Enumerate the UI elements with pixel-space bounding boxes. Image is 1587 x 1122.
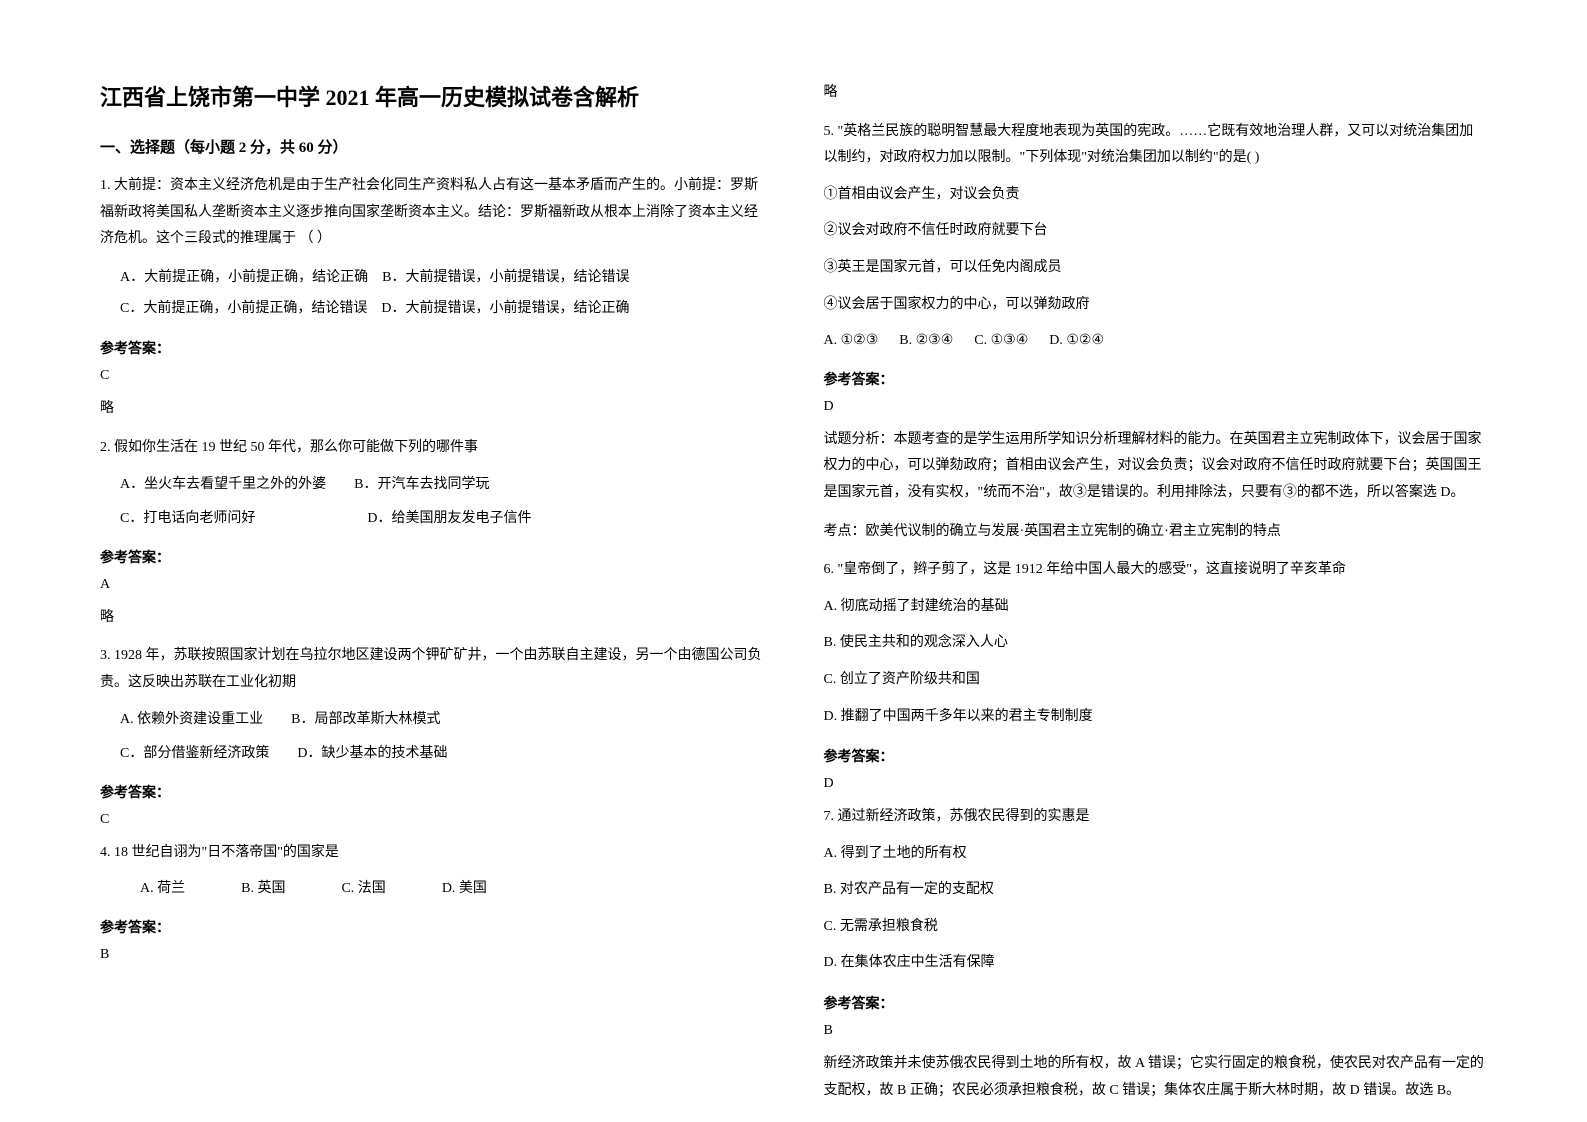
- q3-optB: B．局部改革斯大林模式: [291, 712, 440, 727]
- q5-text: 5. "英格兰民族的聪明智慧最大程度地表现为英国的宪政。……它既有效地治理人群，…: [824, 119, 1488, 172]
- q3-optA: A. 依赖外资建设重工业: [120, 712, 263, 727]
- q6-answer: D: [824, 776, 1488, 792]
- q3-options-row2: C．部分借鉴新经济政策 D．缺少基本的技术基础: [100, 741, 764, 768]
- q5-answer-label: 参考答案：: [824, 369, 1488, 389]
- section-header: 一、选择题（每小题 2 分，共 60 分）: [100, 136, 764, 157]
- q5-optA: A. ①②③: [824, 333, 879, 348]
- left-column: 江西省上饶市第一中学 2021 年高一历史模拟试卷含解析 一、选择题（每小题 2…: [100, 80, 764, 1042]
- q2-optD: D．给美国朋友发电子信件: [367, 511, 531, 526]
- q1-text: 1. 大前提：资本主义经济危机是由于生产社会化同生产资料私人占有这一基本矛盾而产…: [100, 173, 764, 253]
- q7-optD: D. 在集体农庄中生活有保障: [824, 950, 1488, 977]
- q5-s2: ②议会对政府不信任时政府就要下台: [824, 218, 1488, 245]
- q7-answer: B: [824, 1023, 1488, 1039]
- q5-optC: C. ①③④: [974, 333, 1028, 348]
- q7-analysis: 新经济政策并未使苏俄农民得到土地的所有权，故 A 错误；它实行固定的粮食税，使农…: [824, 1051, 1488, 1104]
- q1-answer: C: [100, 368, 764, 384]
- q5-answer: D: [824, 399, 1488, 415]
- q6-text: 6. "皇帝倒了，辫子剪了，这是 1912 年给中国人最大的感受"，这直接说明了…: [824, 557, 1488, 584]
- q2-answer: A: [100, 577, 764, 593]
- q3-optC: C．部分借鉴新经济政策: [120, 746, 269, 761]
- q5-optB: B. ②③④: [899, 333, 953, 348]
- q2-text: 2. 假如你生活在 19 世纪 50 年代，那么你可能做下列的哪件事: [100, 435, 764, 462]
- q5-s1: ①首相由议会产生，对议会负责: [824, 182, 1488, 209]
- q3-text: 3. 1928 年，苏联按照国家计划在乌拉尔地区建设两个钾矿矿井，一个由苏联自主…: [100, 643, 764, 696]
- q1-optA: A．大前提正确，小前提正确，结论正确: [120, 270, 368, 285]
- q2-options-row1: A．坐火车去看望千里之外的外婆 B．开汽车去找同学玩: [100, 472, 764, 499]
- q5-s3: ③英王是国家元首，可以任免内阁成员: [824, 255, 1488, 282]
- q7-answer-label: 参考答案：: [824, 993, 1488, 1013]
- q1-options: A．大前提正确，小前提正确，结论正确 B．大前提错误，小前提错误，结论错误 C．…: [100, 263, 764, 325]
- q4-optD: D. 美国: [442, 881, 487, 896]
- q2-note: 略: [100, 605, 764, 632]
- q6-optB: B. 使民主共和的观念深入人心: [824, 630, 1488, 657]
- q5-options: A. ①②③ B. ②③④ C. ①③④ D. ①②④: [824, 328, 1488, 355]
- q4-optB: B. 英国: [241, 881, 285, 896]
- q1-note: 略: [100, 396, 764, 423]
- q3-options-row1: A. 依赖外资建设重工业 B．局部改革斯大林模式: [100, 707, 764, 734]
- q6-answer-label: 参考答案：: [824, 746, 1488, 766]
- q5-s4: ④议会居于国家权力的中心，可以弹劾政府: [824, 292, 1488, 319]
- q2-options-row2: C．打电话向老师问好 D．给美国朋友发电子信件: [100, 506, 764, 533]
- q5-analysis: 试题分析：本题考查的是学生运用所学知识分析理解材料的能力。在英国君主立宪制政体下…: [824, 427, 1488, 507]
- q6-optA: A. 彻底动摇了封建统治的基础: [824, 594, 1488, 621]
- q1-optB: B．大前提错误，小前提错误，结论错误: [382, 270, 629, 285]
- q1-answer-label: 参考答案：: [100, 338, 764, 358]
- q6-optC: C. 创立了资产阶级共和国: [824, 667, 1488, 694]
- q2-optC: C．打电话向老师问好: [120, 511, 255, 526]
- q4-answer: B: [100, 947, 764, 963]
- q7-optB: B. 对农产品有一定的支配权: [824, 877, 1488, 904]
- q4-answer-label: 参考答案：: [100, 917, 764, 937]
- q1-optD: D．大前提错误，小前提错误，结论正确: [381, 301, 629, 316]
- q6-optD: D. 推翻了中国两千多年以来的君主专制制度: [824, 704, 1488, 731]
- page-title: 江西省上饶市第一中学 2021 年高一历史模拟试卷含解析: [100, 80, 764, 112]
- q7-optC: C. 无需承担粮食税: [824, 914, 1488, 941]
- q4-optA: A. 荷兰: [140, 881, 185, 896]
- q3-optD: D．缺少基本的技术基础: [297, 746, 447, 761]
- q2-optA: A．坐火车去看望千里之外的外婆: [120, 477, 326, 492]
- q4-optC: C. 法国: [341, 881, 385, 896]
- q7-optA: A. 得到了土地的所有权: [824, 841, 1488, 868]
- q3-answer-label: 参考答案：: [100, 782, 764, 802]
- q2-answer-label: 参考答案：: [100, 547, 764, 567]
- q3-answer: C: [100, 812, 764, 828]
- right-column: 略 5. "英格兰民族的聪明智慧最大程度地表现为英国的宪政。……它既有效地治理人…: [824, 80, 1488, 1042]
- q5-kaodian: 考点：欧美代议制的确立与发展·英国君主立宪制的确立·君主立宪制的特点: [824, 519, 1488, 546]
- q2-optB: B．开汽车去找同学玩: [354, 477, 489, 492]
- q4-options: A. 荷兰 B. 英国 C. 法国 D. 美国: [100, 876, 764, 903]
- q4-text: 4. 18 世纪自诩为"日不落帝国"的国家是: [100, 840, 764, 867]
- note-top: 略: [824, 80, 1488, 107]
- q1-optC: C．大前提正确，小前提正确，结论错误: [120, 301, 367, 316]
- q7-text: 7. 通过新经济政策，苏俄农民得到的实惠是: [824, 804, 1488, 831]
- q5-optD: D. ①②④: [1049, 333, 1104, 348]
